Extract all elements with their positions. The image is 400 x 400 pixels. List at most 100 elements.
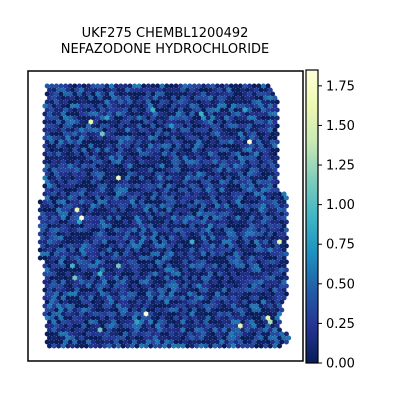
spot — [265, 187, 271, 193]
spot — [104, 171, 110, 177]
spot — [74, 111, 80, 117]
spot — [81, 163, 87, 169]
spot — [274, 107, 280, 113]
spot — [145, 283, 151, 289]
spot — [233, 299, 239, 305]
spot — [74, 327, 80, 333]
spot — [201, 283, 207, 289]
spot — [152, 199, 158, 205]
spot — [270, 307, 276, 313]
spot — [53, 115, 59, 121]
spot — [242, 259, 248, 265]
spot — [145, 195, 151, 201]
spot — [249, 191, 255, 197]
spot — [70, 151, 75, 157]
spot — [260, 283, 266, 289]
spot — [265, 107, 271, 113]
spot — [205, 331, 211, 337]
spot — [127, 235, 133, 241]
spot — [74, 231, 80, 237]
spot — [134, 223, 140, 229]
spot — [191, 91, 197, 97]
spot — [129, 255, 135, 261]
spot — [150, 299, 156, 305]
spot — [185, 319, 190, 325]
spot — [217, 327, 223, 333]
spot — [125, 279, 131, 285]
spot — [148, 135, 154, 141]
spot — [198, 263, 204, 269]
spot — [256, 147, 262, 153]
spot — [109, 235, 115, 241]
spot — [191, 243, 197, 249]
spot — [79, 151, 85, 157]
spot — [65, 319, 71, 325]
spot — [244, 343, 250, 349]
spot — [235, 343, 241, 349]
spot — [219, 203, 225, 209]
spot — [219, 131, 225, 137]
spot — [265, 91, 271, 97]
spot — [141, 91, 147, 97]
spot — [283, 283, 289, 289]
spot — [191, 147, 197, 153]
spot — [90, 147, 96, 153]
spot — [194, 271, 200, 277]
spot — [157, 231, 163, 237]
spot — [164, 275, 170, 281]
spot — [95, 147, 101, 153]
spot — [244, 231, 250, 237]
spot — [118, 139, 124, 145]
spot — [159, 83, 165, 89]
spot — [81, 179, 87, 185]
spot — [67, 163, 73, 169]
spot — [281, 271, 287, 277]
spot — [104, 83, 110, 89]
spot — [97, 327, 103, 333]
spot — [187, 91, 193, 97]
spot — [189, 311, 195, 317]
spot — [44, 195, 50, 201]
spot — [127, 91, 133, 97]
spot — [122, 323, 128, 329]
spot — [143, 335, 149, 341]
spot — [141, 163, 147, 169]
spot — [219, 83, 225, 89]
spot — [79, 183, 85, 189]
spot — [182, 243, 188, 249]
spot — [258, 199, 264, 205]
spot — [145, 339, 151, 345]
spot — [120, 343, 126, 349]
spot — [205, 227, 211, 233]
spot — [191, 179, 197, 185]
spot — [212, 255, 218, 261]
spot — [159, 91, 165, 97]
spot — [47, 167, 52, 173]
spot — [74, 119, 80, 125]
spot — [208, 159, 213, 165]
spot — [155, 275, 161, 281]
spot — [95, 227, 101, 233]
spot — [175, 103, 181, 109]
spot — [104, 147, 110, 153]
spot — [281, 191, 287, 197]
spot — [106, 223, 112, 229]
spot — [136, 331, 142, 337]
spot — [70, 231, 75, 237]
spot — [194, 247, 200, 253]
spot — [201, 339, 207, 345]
spot — [244, 239, 250, 245]
spot — [125, 271, 131, 277]
spot — [162, 287, 167, 293]
spot — [226, 175, 232, 181]
spot — [97, 319, 103, 325]
spot — [187, 267, 193, 273]
spot — [88, 167, 94, 173]
spot — [60, 183, 66, 189]
spot — [182, 259, 188, 265]
spot — [265, 275, 271, 281]
spot — [127, 139, 133, 145]
spot — [155, 323, 161, 329]
spot — [175, 215, 181, 221]
spot — [235, 279, 241, 285]
